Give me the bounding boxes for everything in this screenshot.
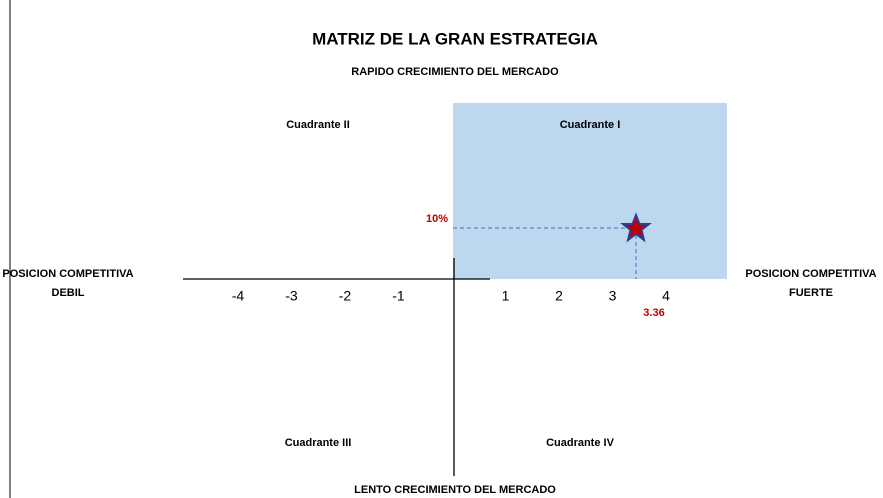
x-tick-label: 2 bbox=[555, 288, 563, 304]
quadrant-label: Cuadrante III bbox=[285, 437, 352, 449]
quadrant-label: Cuadrante IV bbox=[546, 437, 615, 449]
x-tick-label: 1 bbox=[502, 288, 510, 304]
position-star bbox=[620, 212, 652, 243]
left-label: POSICION COMPETITIVA bbox=[2, 268, 133, 280]
right-label: FUERTE bbox=[789, 287, 833, 299]
right-label: POSICION COMPETITIVA bbox=[745, 268, 876, 280]
quadrant-label: Cuadrante II bbox=[286, 119, 350, 131]
x-tick-label: -3 bbox=[285, 288, 298, 304]
bottom-label: LENTO CRECIMIENTO DEL MERCADO bbox=[354, 484, 556, 496]
x-tick-label: -2 bbox=[339, 288, 352, 304]
x-ticks: -4 -3 -2 -1 1 2 3 4 bbox=[232, 288, 670, 304]
x-tick-label: -1 bbox=[392, 288, 405, 304]
x-tick-label: 3 bbox=[609, 288, 617, 304]
left-label: DEBIL bbox=[52, 287, 85, 299]
x-tick-label: 4 bbox=[662, 288, 670, 304]
x-tick-label: -4 bbox=[232, 288, 245, 304]
y-value-label: 10% bbox=[426, 213, 448, 225]
top-label: RAPIDO CRECIMIENTO DEL MERCADO bbox=[351, 66, 559, 78]
quadrant-label: Cuadrante I bbox=[560, 119, 621, 131]
x-value-label: 3.36 bbox=[643, 307, 664, 319]
title: MATRIZ DE LA GRAN ESTRATEGIA bbox=[312, 29, 598, 48]
quadrant-i-area bbox=[453, 103, 727, 279]
